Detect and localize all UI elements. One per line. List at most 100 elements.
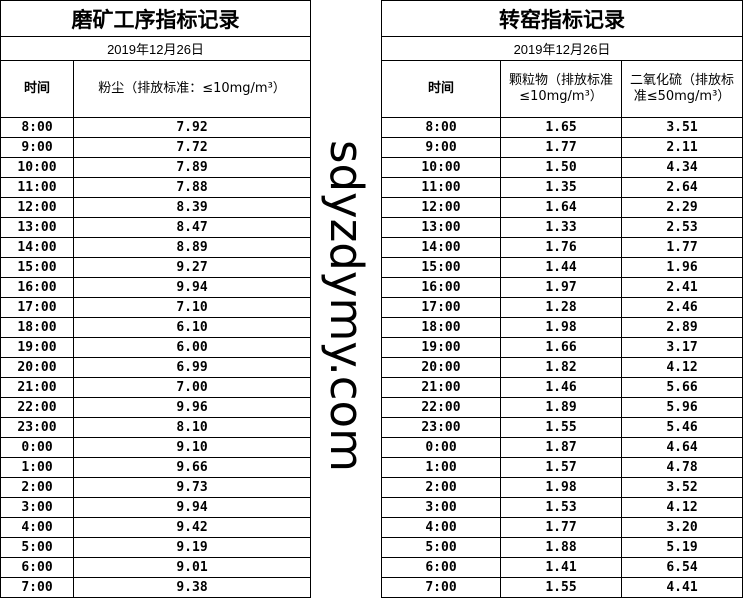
- time-cell: 12:00: [0, 197, 74, 218]
- so2-cell: 5.46: [621, 417, 743, 438]
- time-cell: 20:00: [0, 357, 74, 378]
- so2-cell: 1.77: [621, 237, 743, 258]
- particulate-cell: 1.97: [500, 277, 622, 298]
- table-row: 21:00 1.46 5.66: [381, 377, 743, 398]
- time-cell: 14:00: [381, 237, 501, 258]
- time-cell: 8:00: [381, 117, 501, 138]
- table-row: 8:00 7.92: [0, 117, 311, 138]
- so2-cell: 4.64: [621, 437, 743, 458]
- particulate-cell: 1.28: [500, 297, 622, 318]
- table-row: 22:00 9.96: [0, 397, 311, 418]
- time-cell: 7:00: [381, 577, 501, 598]
- table-row: 5:00 9.19: [0, 537, 311, 558]
- dust-cell: 7.92: [73, 117, 311, 138]
- time-cell: 18:00: [381, 317, 501, 338]
- table-row: 9:00 1.77 2.11: [381, 137, 743, 158]
- time-cell: 21:00: [381, 377, 501, 398]
- table-row: 11:00 1.35 2.64: [381, 177, 743, 198]
- time-cell: 16:00: [381, 277, 501, 298]
- header-dust: 粉尘（排放标准：≤10mg/m³）: [73, 60, 311, 118]
- time-cell: 15:00: [0, 257, 74, 278]
- table-date: 2019年12月26日: [381, 36, 743, 61]
- particulate-cell: 1.33: [500, 217, 622, 238]
- particulate-cell: 1.82: [500, 357, 622, 378]
- table-row: 14:00 8.89: [0, 237, 311, 258]
- time-cell: 10:00: [381, 157, 501, 178]
- table-row: 4:00 1.77 3.20: [381, 517, 743, 538]
- table-row: 10:00 1.50 4.34: [381, 157, 743, 178]
- header-so2: 二氧化硫（排放标准≤50mg/m³）: [621, 60, 743, 118]
- table-row: 12:00 8.39: [0, 197, 311, 218]
- table-row: 13:00 1.33 2.53: [381, 217, 743, 238]
- time-cell: 17:00: [381, 297, 501, 318]
- dust-cell: 9.94: [73, 497, 311, 518]
- particulate-cell: 1.98: [500, 477, 622, 498]
- dust-cell: 9.19: [73, 537, 311, 558]
- particulate-cell: 1.64: [500, 197, 622, 218]
- table-row: 12:00 1.64 2.29: [381, 197, 743, 218]
- table-row: 7:00 9.38: [0, 577, 311, 598]
- dust-cell: 9.10: [73, 437, 311, 458]
- time-cell: 8:00: [0, 117, 74, 138]
- table-row: 19:00 1.66 3.17: [381, 337, 743, 358]
- time-cell: 14:00: [0, 237, 74, 258]
- table-row: 21:00 7.00: [0, 377, 311, 398]
- time-cell: 10:00: [0, 157, 74, 178]
- particulate-cell: 1.41: [500, 557, 622, 578]
- table-row: 23:00 8.10: [0, 417, 311, 438]
- table-row: 7:00 1.55 4.41: [381, 577, 743, 598]
- so2-cell: 6.54: [621, 557, 743, 578]
- time-cell: 20:00: [381, 357, 501, 378]
- table-row: 3:00 1.53 4.12: [381, 497, 743, 518]
- table-row: 19:00 6.00: [0, 337, 311, 358]
- grinding-process-table: 磨矿工序指标记录 2019年12月26日 时间 粉尘（排放标准：≤10mg/m³…: [0, 0, 311, 598]
- time-cell: 9:00: [0, 137, 74, 158]
- table-row: 20:00 6.99: [0, 357, 311, 378]
- header-particulate: 颗粒物（排放标准≤10mg/m³）: [500, 60, 622, 118]
- particulate-cell: 1.46: [500, 377, 622, 398]
- dust-cell: 8.89: [73, 237, 311, 258]
- particulate-cell: 1.66: [500, 337, 622, 358]
- time-cell: 19:00: [381, 337, 501, 358]
- time-cell: 2:00: [381, 477, 501, 498]
- table-row: 17:00 7.10: [0, 297, 311, 318]
- dust-cell: 7.00: [73, 377, 311, 398]
- so2-cell: 2.29: [621, 197, 743, 218]
- so2-cell: 3.52: [621, 477, 743, 498]
- dust-cell: 7.89: [73, 157, 311, 178]
- table-row: 15:00 1.44 1.96: [381, 257, 743, 278]
- time-cell: 19:00: [0, 337, 74, 358]
- dust-cell: 7.10: [73, 297, 311, 318]
- particulate-cell: 1.57: [500, 457, 622, 478]
- table-row: 16:00 1.97 2.41: [381, 277, 743, 298]
- table-row: 20:00 1.82 4.12: [381, 357, 743, 378]
- header-time: 时间: [381, 60, 501, 118]
- dust-cell: 9.94: [73, 277, 311, 298]
- dust-cell: 6.00: [73, 337, 311, 358]
- table-row: 5:00 1.88 5.19: [381, 537, 743, 558]
- table-row: 3:00 9.94: [0, 497, 311, 518]
- time-cell: 23:00: [0, 417, 74, 438]
- particulate-cell: 1.35: [500, 177, 622, 198]
- table-body: 8:00 1.65 3.51 9:00 1.77 2.11 10:00 1.50 4.34 11:…: [381, 117, 743, 598]
- so2-cell: 3.51: [621, 117, 743, 138]
- particulate-cell: 1.65: [500, 117, 622, 138]
- so2-cell: 2.11: [621, 137, 743, 158]
- time-cell: 17:00: [0, 297, 74, 318]
- time-cell: 13:00: [0, 217, 74, 238]
- table-row: 22:00 1.89 5.96: [381, 397, 743, 418]
- dust-cell: 9.42: [73, 517, 311, 538]
- table-title: 磨矿工序指标记录: [0, 0, 311, 37]
- table-body: 8:00 7.92 9:00 7.72 10:00 7.89 11:00 7.88 12:00 8…: [0, 117, 311, 598]
- time-cell: 12:00: [381, 197, 501, 218]
- table-row: 0:00 9.10: [0, 437, 311, 458]
- particulate-cell: 1.55: [500, 577, 622, 598]
- time-cell: 0:00: [381, 437, 501, 458]
- time-cell: 9:00: [381, 137, 501, 158]
- so2-cell: 4.12: [621, 357, 743, 378]
- dust-cell: 8.47: [73, 217, 311, 238]
- time-cell: 11:00: [381, 177, 501, 198]
- dust-cell: 9.01: [73, 557, 311, 578]
- time-cell: 6:00: [0, 557, 74, 578]
- dust-cell: 8.39: [73, 197, 311, 218]
